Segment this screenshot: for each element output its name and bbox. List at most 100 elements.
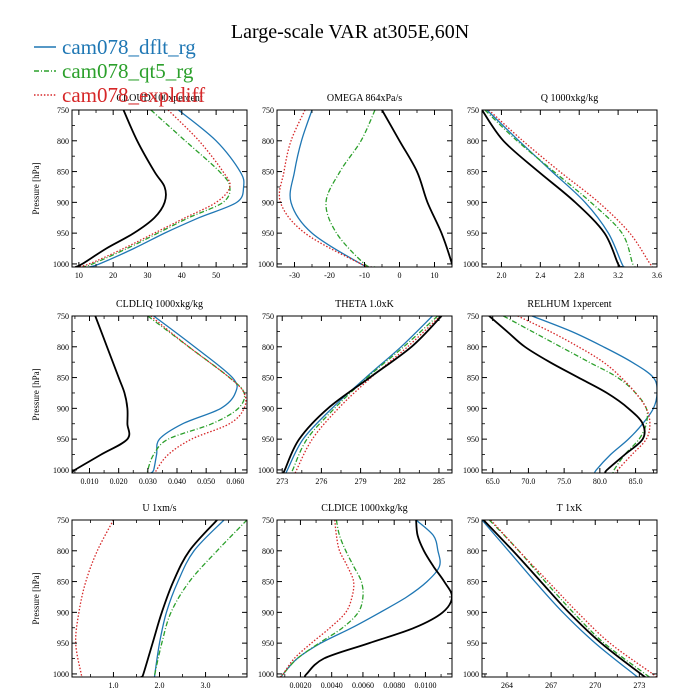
series-line-3	[278, 110, 372, 267]
series-line-2	[279, 520, 364, 677]
series-group	[488, 316, 657, 473]
y-tick-label: 900	[262, 404, 274, 413]
y-tick-label: 1000	[463, 466, 479, 475]
y-tick-label: 950	[467, 639, 479, 648]
y-tick-label: 900	[262, 198, 274, 207]
x-tick-label: 273	[276, 477, 288, 486]
y-tick-label: 800	[262, 547, 274, 556]
series-line-4	[140, 520, 218, 677]
x-tick-label: 1.0	[108, 681, 118, 690]
y-tick-label: 1000	[53, 260, 69, 269]
y-tick-label: 850	[467, 578, 479, 587]
series-group	[278, 110, 452, 267]
legend-label-2: cam078_qt5_rg	[62, 59, 194, 83]
panel-7: U 1xm/s Pressure [hPa] 750 800 850 900 950 1000…	[31, 503, 248, 690]
y-tick-label: 850	[262, 168, 274, 177]
y-tick-label: 750	[262, 106, 274, 115]
y-tick-label: 750	[467, 106, 479, 115]
legend-label-1: cam078_dflt_rg	[62, 35, 196, 59]
panel-title: CLOUD 100xpercent	[116, 93, 203, 104]
series-line-3	[294, 316, 441, 473]
x-tick-label: 0.040	[168, 477, 186, 486]
panels: CLOUD 100xpercent Pressure [hPa] 750 800 850…	[31, 93, 662, 690]
series-line-4	[381, 110, 452, 267]
panel-title: OMEGA 864xPa/s	[327, 93, 402, 104]
series-line-1	[89, 110, 245, 267]
y-tick-label: 1000	[463, 260, 479, 269]
y-tick-label: 900	[57, 608, 69, 617]
y-tick-label: 850	[262, 374, 274, 383]
x-tick-label: 30	[143, 271, 151, 280]
y-tick-label: 800	[262, 343, 274, 352]
x-tick-label: 0.0040	[321, 681, 343, 690]
series-line-4	[303, 520, 452, 677]
y-tick-label: 900	[467, 608, 479, 617]
series-group	[75, 520, 247, 677]
y-tick-label: 750	[57, 516, 69, 525]
x-tick-label: 0.030	[139, 477, 157, 486]
x-tick-label: 0.0060	[352, 681, 374, 690]
legend: cam078_dflt_rgcam078_qt5_rgcam078_expldi…	[34, 35, 205, 107]
x-tick-label: -20	[324, 271, 335, 280]
y-tick-label: 950	[467, 435, 479, 444]
x-tick-label: 85.0	[629, 477, 643, 486]
series-line-4	[282, 316, 443, 473]
x-tick-label: 70.0	[521, 477, 535, 486]
series-line-1	[150, 316, 238, 473]
series-group	[72, 316, 247, 473]
x-tick-label: 0	[398, 271, 402, 280]
y-tick-label: 800	[57, 343, 69, 352]
x-tick-label: 0.0020	[289, 681, 311, 690]
series-group	[482, 520, 657, 677]
x-tick-label: 2.0	[155, 681, 165, 690]
series-line-1	[285, 316, 433, 473]
panel-4: CLDLIQ 1000xkg/kg Pressure [hPa] 750 800 850…	[31, 299, 248, 486]
x-tick-label: 65.0	[486, 477, 500, 486]
panel-2: OMEGA 864xPa/s 750 800 850 900 950 1000 -30 -20 -…	[258, 93, 453, 280]
series-line-1	[153, 520, 225, 677]
plot-frame	[276, 519, 453, 678]
series-line-2	[503, 316, 649, 473]
y-axis-label: Pressure [hPa]	[31, 572, 41, 624]
series-line-1	[531, 316, 657, 473]
panel-title: CLDICE 1000xkg/kg	[321, 503, 407, 514]
x-tick-label: 50	[212, 271, 220, 280]
x-tick-label: 273	[633, 681, 645, 690]
x-tick-label: 2.4	[535, 271, 545, 280]
series-line-4	[75, 110, 167, 267]
series-line-3	[150, 316, 247, 473]
y-tick-label: 950	[262, 435, 274, 444]
y-tick-label: 850	[57, 578, 69, 587]
x-tick-label: 3.6	[652, 271, 662, 280]
legend-label-3: cam078_expldiff	[62, 83, 205, 107]
y-tick-label: 750	[262, 312, 274, 321]
series-line-3	[279, 520, 355, 677]
plot-frame	[481, 315, 658, 474]
y-tick-label: 900	[262, 608, 274, 617]
series-line-2	[290, 316, 439, 473]
x-tick-label: 0.020	[110, 477, 128, 486]
panel-title: U 1xm/s	[142, 503, 176, 514]
plot-frame	[481, 109, 658, 268]
series-line-1	[289, 110, 372, 267]
y-tick-label: 800	[467, 137, 479, 146]
panel-title: T 1xK	[557, 503, 583, 514]
series-line-2	[146, 316, 246, 473]
y-tick-label: 1000	[53, 670, 69, 679]
series-line-1	[482, 520, 639, 677]
x-tick-label: -10	[359, 271, 370, 280]
x-tick-label: 75.0	[557, 477, 571, 486]
y-tick-label: 750	[57, 106, 69, 115]
panel-title: CLDLIQ 1000xkg/kg	[116, 299, 203, 310]
x-tick-label: 0.0080	[383, 681, 405, 690]
y-tick-label: 1000	[258, 466, 274, 475]
series-line-3	[517, 316, 651, 473]
series-line-4	[72, 316, 131, 473]
x-tick-label: 270	[589, 681, 601, 690]
series-line-3	[75, 520, 114, 677]
x-tick-label: 276	[315, 477, 327, 486]
plot-frame	[276, 315, 453, 474]
x-tick-label: 2.8	[574, 271, 584, 280]
